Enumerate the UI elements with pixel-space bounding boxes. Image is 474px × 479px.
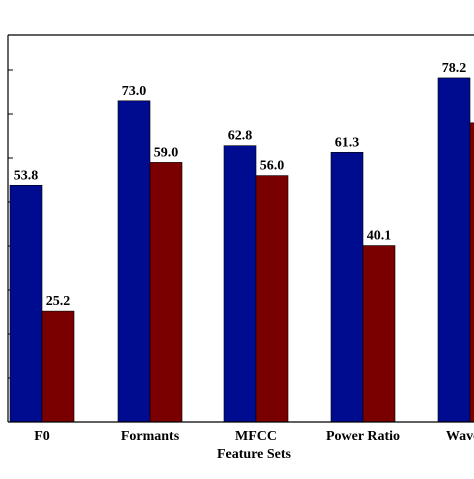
bar-series1-formants [117, 100, 151, 423]
data-label-series1-f0: 53.8 [14, 168, 39, 183]
data-label-series2-mfcc: 56.0 [260, 159, 285, 174]
data-label-series1-formants: 73.0 [122, 84, 147, 99]
data-label-series1-power-ratio: 61.3 [335, 135, 360, 150]
data-label-series1-mfcc: 62.8 [228, 129, 253, 144]
x-tick-label-f0: F0 [34, 429, 50, 444]
bar-series1-f0 [9, 184, 43, 423]
data-label-series1-wavelet: 78.2 [442, 61, 467, 76]
bars [9, 77, 474, 423]
x-tick-label-mfcc: MFCC [235, 429, 277, 444]
bar-series1-wavelet [437, 77, 471, 423]
x-tick-label-power-ratio: Power Ratio [326, 429, 400, 444]
bar-series2-power-ratio [362, 245, 396, 423]
x-tick-label-formants: Formants [121, 429, 180, 444]
x-tick-labels: F0 Formants MFCC Power Ratio Wavelet [34, 429, 474, 444]
data-label-series2-power-ratio: 40.1 [367, 229, 392, 244]
bar-series2-formants [149, 162, 183, 423]
bar-series2-mfcc [255, 175, 289, 423]
bar-series1-power-ratio [330, 151, 364, 423]
data-label-series2-f0: 25.2 [46, 294, 71, 309]
bar-series1-mfcc [223, 145, 257, 423]
data-label-series2-formants: 59.0 [154, 145, 179, 160]
bar-series2-f0 [41, 310, 75, 423]
data-labels: 53.8 25.2 73.0 59.0 62.8 56.0 61.3 40.1 78.2 [14, 61, 467, 309]
bar-series2-wavelet [469, 122, 474, 423]
x-axis-title: Feature Sets [217, 447, 292, 462]
x-tick-label-wavelet: Wavelet [446, 429, 474, 444]
